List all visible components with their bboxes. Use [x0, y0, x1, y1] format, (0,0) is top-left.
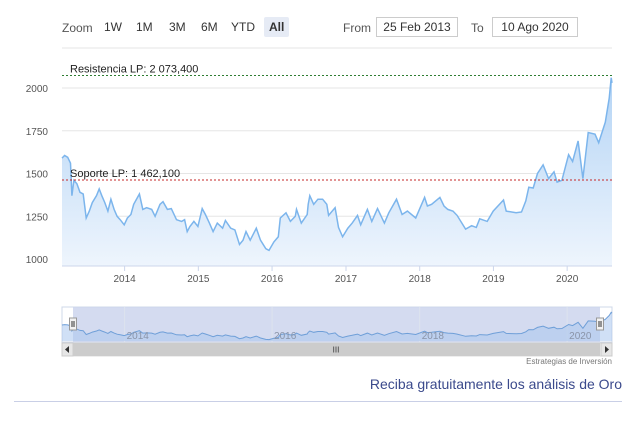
price-area	[62, 77, 612, 266]
y-tick-label: 2000	[26, 84, 49, 95]
zoom-6m-button[interactable]: 6M	[201, 20, 218, 34]
zoom-label: Zoom	[62, 21, 93, 35]
y-tick-label: 1000	[26, 255, 49, 266]
x-tick-label: 2020	[556, 274, 579, 285]
promo-divider	[14, 401, 622, 402]
to-label: To	[471, 21, 484, 35]
navigator-left-handle[interactable]	[69, 317, 77, 331]
from-date-input[interactable]	[376, 17, 458, 37]
zoom-1w-button[interactable]: 1W	[104, 20, 122, 34]
x-tick-label: 2016	[261, 274, 284, 285]
x-tick-label: 2015	[187, 274, 210, 285]
chevron-left-icon	[65, 346, 69, 353]
y-tick-label: 1250	[26, 212, 49, 223]
y-axis-tick-labels: 1000 1250 1500 1750 2000	[26, 84, 49, 266]
scrollbar-thumb[interactable]	[73, 343, 600, 356]
zoom-all-button[interactable]: All	[264, 17, 290, 37]
reference-line-label: Resistencia LP: 2 073,400	[70, 63, 198, 75]
x-tick-label: 2014	[113, 274, 136, 285]
range-selector-toolbar: Zoom 1W 1M 3M 6M YTD All From To	[0, 14, 630, 40]
navigator-right-handle[interactable]	[596, 317, 604, 331]
navigator-line	[61, 311, 613, 341]
navigator-tick-label: 2018	[422, 331, 445, 342]
chevron-right-icon	[605, 346, 609, 353]
scrollbar-grip: III	[333, 346, 340, 355]
reference-line-label: Soporte LP: 1 462,100	[70, 168, 180, 180]
x-tick-label: 2017	[335, 274, 358, 285]
navigator-tick-label: 2020	[569, 331, 592, 342]
zoom-ytd-button[interactable]: YTD	[231, 20, 255, 34]
y-tick-label: 1500	[26, 170, 49, 181]
horizontal-scrollbar[interactable]: III	[61, 342, 613, 357]
x-axis: 2014 2015 2016 2017 2018 2019 2020	[113, 266, 579, 285]
from-label: From	[343, 21, 371, 35]
x-tick-label: 2019	[482, 274, 505, 285]
navigator-tick-label: 2014	[127, 331, 150, 342]
price-line	[61, 77, 613, 252]
y-tick-label: 1750	[26, 127, 49, 138]
promo-link[interactable]: Reciba gratuitamente los análisis de Oro	[369, 376, 622, 392]
navigator-tick-labels: 2014 2016 2018 2020	[127, 331, 592, 342]
zoom-1m-button[interactable]: 1M	[136, 20, 153, 34]
navigator[interactable]: 2014 2016 2018 2020	[61, 306, 613, 343]
zoom-3m-button[interactable]: 3M	[169, 20, 186, 34]
navigator-tick-label: 2016	[274, 331, 297, 342]
to-date-input[interactable]	[492, 17, 578, 37]
chart-credit[interactable]: Estrategias de Inversión	[526, 357, 612, 366]
x-tick-label: 2018	[409, 274, 432, 285]
reference-lines: Resistencia LP: 2 073,400 Soporte LP: 1 4…	[62, 63, 612, 181]
